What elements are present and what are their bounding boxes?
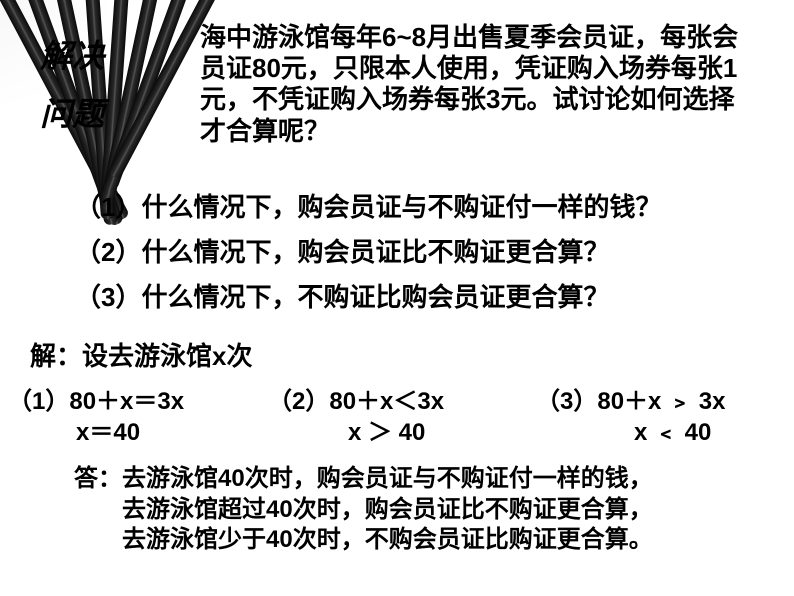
answer-line-2: 去游泳馆超过40次时，购会员证比不购证更合算， xyxy=(122,495,774,526)
answer-text-1: 去游泳馆40次时，购会员证与不购证付一样的钱， xyxy=(122,465,653,492)
answer-prefix: 答： xyxy=(74,465,122,492)
case2-label: （2） xyxy=(268,388,329,415)
case1-result: x＝40 xyxy=(76,417,184,448)
case2-equation: 80＋x＜3x xyxy=(329,388,444,415)
title-line-2: 问题 xyxy=(40,86,104,144)
question-3: （3）什么情况下，不购证比购会员证更合算？ xyxy=(75,278,775,317)
case1-label: （1） xyxy=(8,388,69,415)
case2-result: x ＞ 40 xyxy=(348,417,444,448)
question-2: （2）什么情况下，购会员证比不购证更合算？ xyxy=(75,233,775,272)
slide-content: 解决 问题 海中游泳馆每年6~8月出售夏季会员证，每张会员证80元，只限本人使用… xyxy=(0,0,794,596)
case1-equation: 80＋x＝3x xyxy=(69,388,184,415)
questions-list: （1）什么情况下，购会员证与不购证付一样的钱？ （2）什么情况下，购会员证比不购… xyxy=(75,188,775,323)
case3-label: （3） xyxy=(536,388,597,415)
slide-title: 解决 问题 xyxy=(40,28,104,143)
case3-equation: 80＋x ﹥ 3x xyxy=(597,388,725,415)
question-1: （1）什么情况下，购会员证与不购证付一样的钱？ xyxy=(75,188,775,227)
problem-statement: 海中游泳馆每年6~8月出售夏季会员证，每张会员证80元，只限本人使用，凭证购入场… xyxy=(200,22,760,147)
case3-result: x ﹤ 40 xyxy=(634,417,725,448)
solution-setup: 解：设去游泳馆x次 xyxy=(30,336,252,373)
answer-section: 答：去游泳馆40次时，购会员证与不购证付一样的钱， 去游泳馆超过40次时，购会员… xyxy=(74,464,774,556)
solution-case-3: （3）80＋x ﹥ 3x x ﹤ 40 xyxy=(536,386,725,448)
answer-line-3: 去游泳馆少于40次时，不购会员证比购证更合算。 xyxy=(122,525,774,556)
answer-line-1: 答：去游泳馆40次时，购会员证与不购证付一样的钱， xyxy=(74,464,774,495)
title-line-1: 解决 xyxy=(40,28,104,86)
solution-case-2: （2）80＋x＜3x x ＞ 40 xyxy=(268,386,444,448)
solution-case-1: （1）80＋x＝3x x＝40 xyxy=(8,386,184,448)
